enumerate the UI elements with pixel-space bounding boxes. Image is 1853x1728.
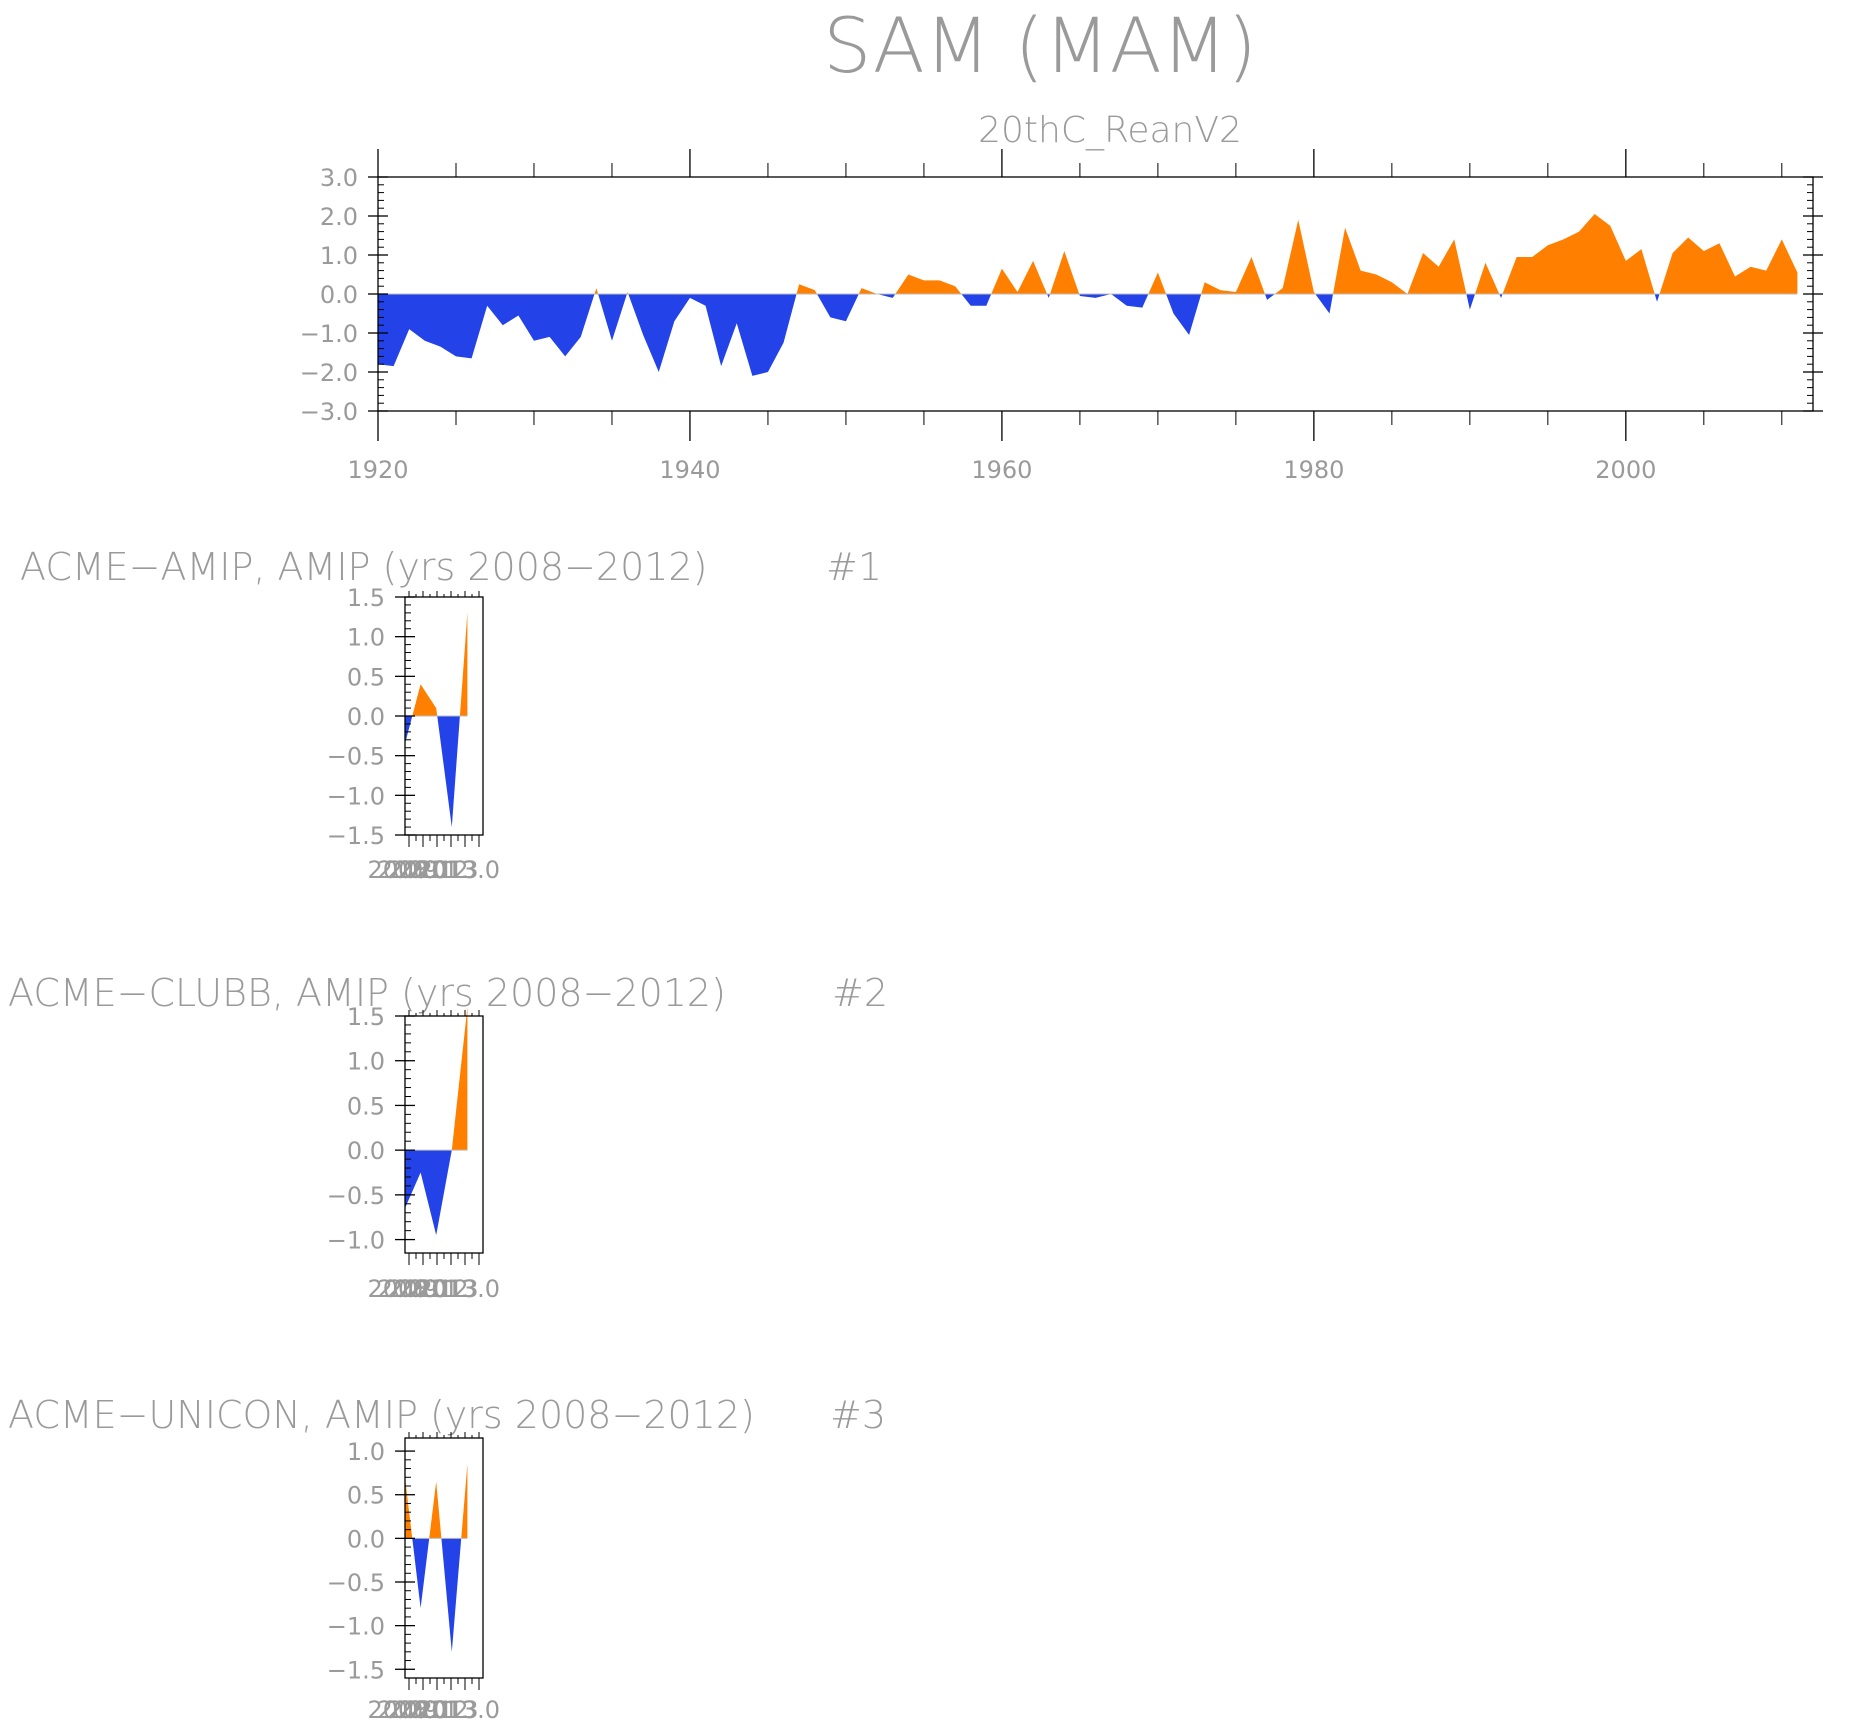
acme-amip-panel: ACME−AMIP, AMIP (yrs 2008−2012) #1 −1.5 −… bbox=[20, 545, 882, 884]
x-tick-label: 2009 bbox=[377, 1696, 438, 1724]
y-tick-label: 0.5 bbox=[347, 1092, 385, 1120]
y-tick-label: 0.0 bbox=[320, 281, 358, 309]
y-tick-label: −0.5 bbox=[327, 1182, 385, 1210]
acme-clubb-title: ACME−CLUBB, AMIP (yrs 2008−2012) bbox=[8, 971, 726, 1015]
y-tick-label: 1.0 bbox=[347, 624, 385, 652]
x-tick-label: 2008 bbox=[367, 1275, 428, 1303]
y-tick-label: −3.0 bbox=[300, 398, 358, 426]
y-tick-label: −2.0 bbox=[300, 359, 358, 387]
negative-area bbox=[405, 1150, 468, 1236]
x-tick-label: 2013.0 bbox=[416, 856, 500, 884]
x-tick-label: 2012 bbox=[407, 856, 468, 884]
x-tick-label: 2013 bbox=[417, 1275, 478, 1303]
y-tick-label: −1.0 bbox=[327, 782, 385, 810]
reanalysis-panel: 20thC_ReanV2 −3.0 −2.0 −1.0 0.0 1.0 2.0 3.0 192… bbox=[300, 110, 1823, 484]
y-tick-label: 1.0 bbox=[347, 1048, 385, 1076]
negative-area bbox=[405, 1538, 468, 1652]
acme-amip-title: ACME−AMIP, AMIP (yrs 2008−2012) bbox=[20, 545, 707, 589]
y-tick-label: −1.0 bbox=[327, 1227, 385, 1255]
y-tick-label: −1.5 bbox=[327, 1656, 385, 1684]
y-tick-label: 2.0 bbox=[320, 203, 358, 231]
negative-area bbox=[405, 716, 468, 828]
positive-area bbox=[378, 214, 1798, 294]
y-tick-label: −1.0 bbox=[327, 1613, 385, 1641]
acme-unicon-title: ACME−UNICON, AMIP (yrs 2008−2012) bbox=[8, 1393, 755, 1437]
figure-title: SAM (MAM) bbox=[823, 1, 1257, 90]
y-tick-label: 1.0 bbox=[320, 242, 358, 270]
y-tick-label: 0.5 bbox=[347, 663, 385, 691]
x-tick-label: 1920 bbox=[347, 456, 408, 484]
y-tick-label: −0.5 bbox=[327, 1569, 385, 1597]
y-tick-label: −1.5 bbox=[327, 822, 385, 850]
x-tick-label: 1980 bbox=[1283, 456, 1344, 484]
positive-area bbox=[405, 1007, 468, 1151]
plot-frame bbox=[404, 1015, 484, 1254]
y-tick-label: −1.0 bbox=[300, 320, 358, 348]
y-tick-label: 3.0 bbox=[320, 164, 358, 192]
x-tick-label: 2011 bbox=[397, 1696, 458, 1724]
x-tick-label: 2012 bbox=[407, 1696, 468, 1724]
acme-unicon-panel: ACME−UNICON, AMIP (yrs 2008−2012) #3 −1.… bbox=[8, 1393, 886, 1724]
acme-clubb-panel: ACME−CLUBB, AMIP (yrs 2008−2012) #2 −1.0… bbox=[8, 971, 888, 1303]
negative-area bbox=[378, 294, 1798, 376]
positive-area bbox=[405, 612, 468, 716]
y-tick-label: −0.5 bbox=[327, 743, 385, 771]
y-tick-label: 0.0 bbox=[347, 1525, 385, 1553]
x-tick-label: 2010 bbox=[387, 856, 448, 884]
y-tick-label: 1.5 bbox=[347, 1003, 385, 1031]
y-tick-label: 0.0 bbox=[347, 1137, 385, 1165]
x-tick-label: 2012 bbox=[407, 1275, 468, 1303]
x-tick-label: 2013.0 bbox=[416, 1275, 500, 1303]
y-tick-label: 0.0 bbox=[347, 703, 385, 731]
x-tick-label: 2010 bbox=[387, 1696, 448, 1724]
acme-amip-panel-label: #1 bbox=[826, 545, 882, 589]
x-tick-label: 2009 bbox=[377, 856, 438, 884]
x-tick-label: 2013 bbox=[417, 1696, 478, 1724]
reanalysis-subtitle: 20thC_ReanV2 bbox=[978, 110, 1242, 151]
y-tick-label: 1.5 bbox=[347, 584, 385, 612]
y-tick-label: 0.5 bbox=[347, 1482, 385, 1510]
x-tick-label: 2000 bbox=[1595, 456, 1656, 484]
y-tick-label: 1.0 bbox=[347, 1438, 385, 1466]
x-tick-label: 2011 bbox=[397, 1275, 458, 1303]
x-tick-label: 2010 bbox=[387, 1275, 448, 1303]
positive-area bbox=[405, 1464, 468, 1539]
x-tick-label: 2011 bbox=[397, 856, 458, 884]
x-tick-label: 2013.0 bbox=[416, 1696, 500, 1724]
x-tick-label: 1940 bbox=[659, 456, 720, 484]
acme-unicon-panel-label: #3 bbox=[830, 1393, 886, 1437]
x-tick-label: 2008 bbox=[367, 856, 428, 884]
x-tick-label: 2008 bbox=[367, 1696, 428, 1724]
x-tick-label: 2009 bbox=[377, 1275, 438, 1303]
x-tick-label: 1960 bbox=[971, 456, 1032, 484]
acme-clubb-panel-label: #2 bbox=[832, 971, 888, 1015]
x-tick-label: 2013 bbox=[417, 856, 478, 884]
